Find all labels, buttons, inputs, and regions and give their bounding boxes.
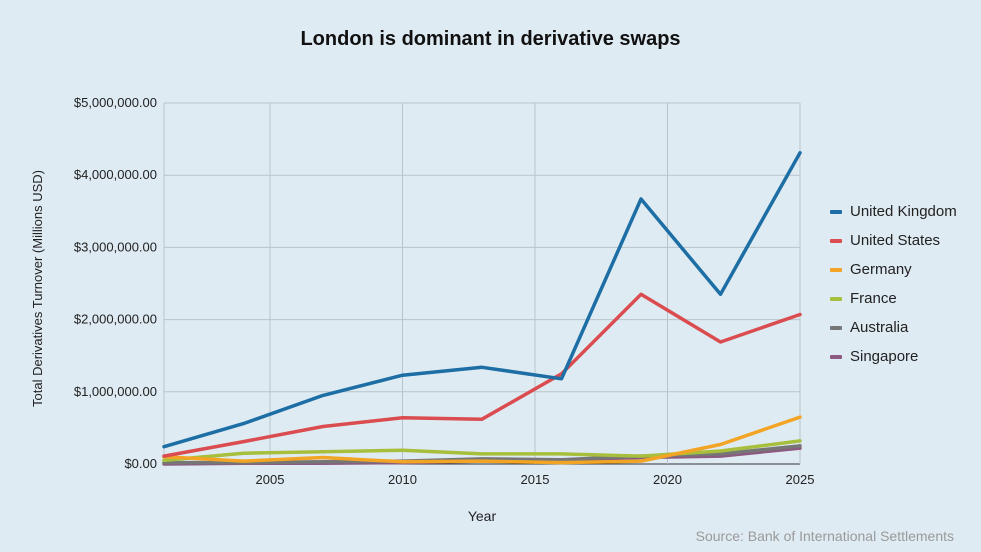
x-tick-label: 2010 [388, 472, 417, 487]
legend-label: Australia [850, 319, 909, 336]
legend-item[interactable]: Germany [830, 255, 957, 284]
y-axis-ticks: $0.00 $1,000,000.00 $2,000,000.00 $3,000,00… [74, 95, 157, 471]
legend-label: United States [850, 232, 941, 249]
series-line-united-kingdom [162, 151, 802, 449]
y-tick-label: $2,000,000.00 [74, 312, 157, 327]
series-line-australia [162, 444, 802, 465]
legend-swatch-au [830, 325, 842, 330]
legend-swatch-fr [830, 296, 842, 301]
series-line-germany [162, 415, 802, 465]
legend-label: France [850, 290, 897, 307]
series-lines [162, 151, 802, 466]
x-tick-label: 2020 [653, 472, 682, 487]
legend-swatch-sg [830, 354, 842, 359]
grid [163, 102, 801, 465]
series-line-france [162, 439, 802, 463]
source-note: Source: Bank of International Settlement… [695, 528, 954, 544]
legend: United Kingdom United States Germany Fra… [830, 197, 957, 371]
legend-swatch-uk [830, 209, 842, 214]
legend-swatch-de [830, 267, 842, 272]
legend-item[interactable]: United States [830, 226, 957, 255]
legend-item[interactable]: Singapore [830, 342, 957, 371]
y-axis-label: Total Derivatives Turnover (Millions USD… [30, 170, 45, 407]
series-line-united-states [162, 292, 802, 458]
legend-label: Singapore [850, 348, 919, 365]
y-tick-label: $5,000,000.00 [74, 95, 157, 110]
x-tick-label: 2015 [521, 472, 550, 487]
y-tick-label: $1,000,000.00 [74, 384, 157, 399]
x-axis-ticks: 2005 2010 2015 2020 2025 [256, 472, 815, 487]
legend-item[interactable]: United Kingdom [830, 197, 957, 226]
x-tick-label: 2005 [256, 472, 285, 487]
x-tick-label: 2025 [786, 472, 815, 487]
legend-swatch-us [830, 238, 842, 243]
legend-item[interactable]: Australia [830, 313, 957, 342]
legend-item[interactable]: France [830, 284, 957, 313]
legend-label: Germany [850, 261, 912, 278]
chart-title: London is dominant in derivative swaps [300, 28, 681, 50]
legend-label: United Kingdom [850, 203, 957, 220]
y-tick-label: $4,000,000.00 [74, 167, 157, 182]
y-tick-label: $0.00 [124, 456, 157, 471]
y-tick-label: $3,000,000.00 [74, 239, 157, 254]
x-axis-label: Year [467, 508, 497, 524]
